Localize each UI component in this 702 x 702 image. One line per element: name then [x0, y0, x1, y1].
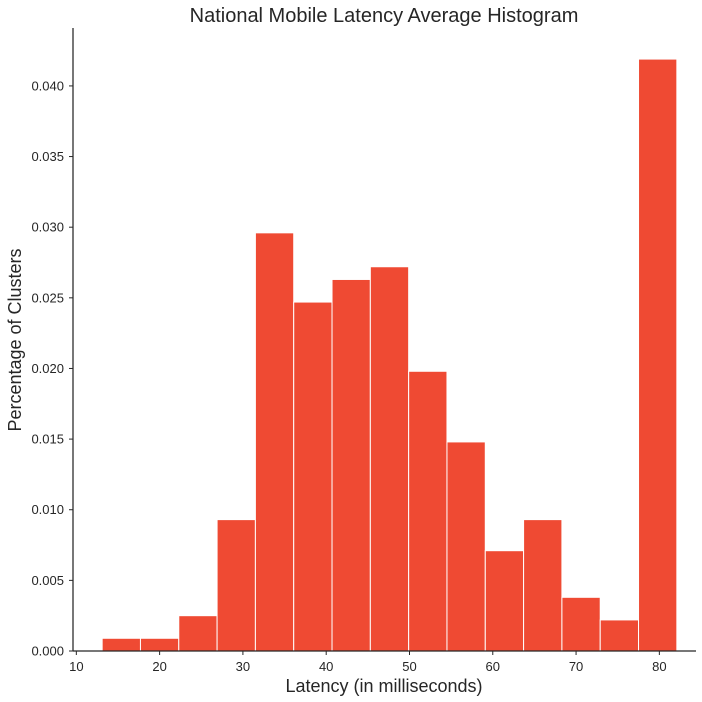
histogram-bar	[523, 519, 563, 652]
y-axis-label: Percentage of Clusters	[5, 248, 25, 431]
bars-group	[101, 58, 678, 652]
x-tick-label: 30	[236, 659, 250, 674]
y-tick-label: 0.040	[31, 78, 64, 93]
y-tick-label: 0.005	[31, 573, 64, 588]
histogram-bar	[446, 441, 486, 652]
y-tick-label: 0.020	[31, 361, 64, 376]
histogram-bar	[331, 278, 371, 652]
x-tick-label: 40	[319, 659, 333, 674]
x-tick-label: 60	[486, 659, 500, 674]
histogram-bar	[216, 519, 256, 652]
histogram-bar	[293, 301, 333, 652]
x-tick-label: 70	[569, 659, 583, 674]
histogram-bar	[101, 637, 141, 652]
histogram-bar	[408, 370, 448, 652]
y-tick-label: 0.025	[31, 290, 64, 305]
y-tick-label: 0.030	[31, 220, 64, 235]
x-axis-label: Latency (in milliseconds)	[285, 676, 482, 696]
y-tick-label: 0.000	[31, 644, 64, 659]
histogram-bar	[561, 596, 601, 652]
histogram-bar	[369, 266, 410, 652]
y-tick-label: 0.035	[31, 149, 64, 164]
chart-title: National Mobile Latency Average Histogra…	[190, 5, 579, 27]
y-axis-ticks: 0.000 0.005 0.010 0.015 0.020 0.025 0.030 0.035…	[31, 78, 73, 659]
histogram-bar	[254, 232, 295, 652]
histogram-bar	[484, 550, 525, 652]
histogram-bar	[638, 58, 678, 652]
y-tick-label: 0.015	[31, 432, 64, 447]
x-axis-ticks: 10 20 30 40 50 60 70 80	[69, 651, 667, 674]
histogram-bar	[139, 637, 180, 652]
y-tick-label: 0.010	[31, 502, 64, 517]
histogram-bar	[178, 615, 218, 652]
x-tick-label: 10	[69, 659, 83, 674]
x-tick-label: 80	[652, 659, 666, 674]
x-tick-label: 50	[402, 659, 416, 674]
histogram-bar	[599, 619, 640, 652]
x-tick-label: 20	[152, 659, 166, 674]
